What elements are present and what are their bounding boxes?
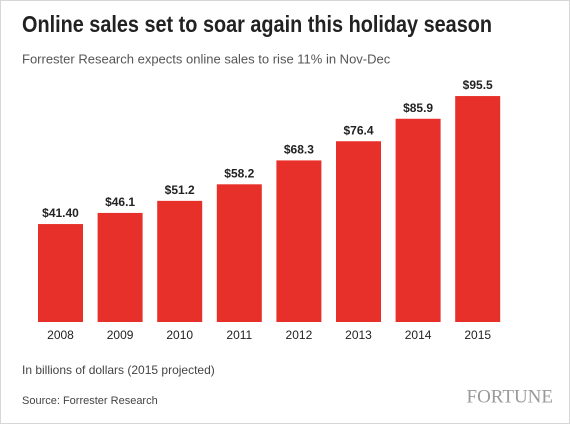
data-label: $51.2 xyxy=(165,183,195,197)
bar xyxy=(455,96,501,322)
data-label: $76.4 xyxy=(343,123,373,137)
chart-subtitle: Forrester Research expects online sales … xyxy=(22,51,391,66)
x-tick-label: 2008 xyxy=(47,328,74,342)
x-tick-label: 2009 xyxy=(107,328,134,342)
data-label: $95.5 xyxy=(463,78,493,92)
bar xyxy=(336,141,381,322)
x-tick-label: 2010 xyxy=(166,328,193,342)
source: Source: Forrester Research xyxy=(22,395,158,407)
chart-title: Online sales set to soar again this holi… xyxy=(22,11,492,37)
bar xyxy=(97,212,143,322)
x-tick-label: 2011 xyxy=(226,328,252,342)
x-tick-label: 2015 xyxy=(464,328,491,342)
data-label: $46.1 xyxy=(105,195,135,209)
brand-logo: FORTUNE xyxy=(467,386,553,407)
data-label: $85.9 xyxy=(403,101,433,115)
data-label: $41.40 xyxy=(42,206,79,220)
x-tick-label: 2014 xyxy=(405,328,432,342)
data-label: $68.3 xyxy=(284,143,314,157)
note: In billions of dollars (2015 projected) xyxy=(22,363,215,377)
bar xyxy=(276,160,322,322)
data-label: $58.2 xyxy=(224,166,254,180)
bar xyxy=(216,184,262,322)
bar xyxy=(395,118,441,323)
x-tick-label: 2013 xyxy=(345,328,372,342)
bar xyxy=(157,200,203,322)
bar xyxy=(38,224,83,322)
x-tick-label: 2012 xyxy=(286,328,313,342)
